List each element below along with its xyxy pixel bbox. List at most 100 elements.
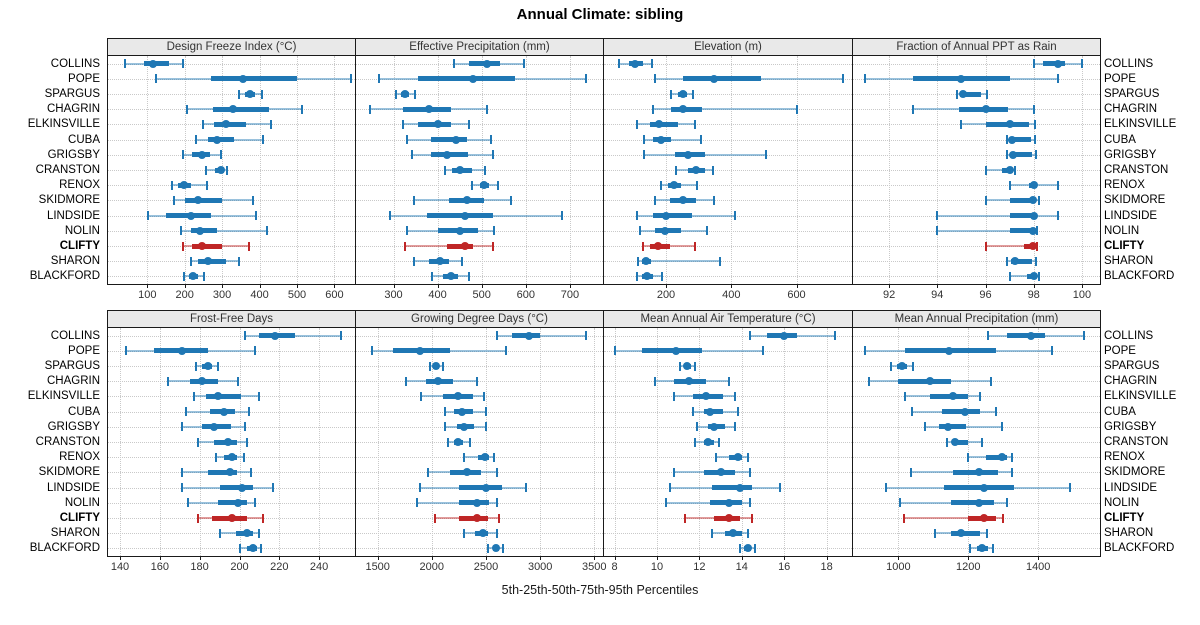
whisker-cap <box>672 467 675 477</box>
whisker-cap <box>969 543 971 553</box>
whisker-cap <box>696 180 699 190</box>
station-label-right-clifty: CLIFTY <box>1104 240 1145 252</box>
station-label-right-spargus: SPARGUS <box>1104 88 1160 100</box>
median-dot-CRANSTON <box>456 166 465 174</box>
whisker-cap <box>368 104 371 114</box>
whisker-cap <box>1000 422 1003 432</box>
median-dot-LINDSIDE <box>662 211 671 220</box>
station-label-left-spargus: SPARGUS <box>44 360 100 372</box>
whisker-cap <box>660 180 663 190</box>
row-gridline <box>853 548 1100 550</box>
whisker-cap <box>978 391 981 401</box>
whisker-CHAGRIN <box>653 108 797 111</box>
row-gridline <box>108 63 355 65</box>
whisker-cap <box>762 346 764 356</box>
station-label-right-chagrin: CHAGRIN <box>1104 375 1158 388</box>
iqr-bar-LINDSIDE <box>219 485 254 491</box>
panel-title: Fraction of Annual PPT as Rain <box>896 41 1057 53</box>
whisker-SHARON <box>637 260 721 263</box>
whisker-cap <box>642 150 645 160</box>
median-dot-ELKINSVILLE <box>654 120 663 129</box>
median-dot-CHAGRIN <box>925 377 934 386</box>
whisker-CLIFTY <box>985 245 1038 247</box>
x-tick-label: 400 <box>722 289 741 301</box>
iqr-bar-SKIDMORE <box>185 197 223 203</box>
x-tick <box>239 556 241 560</box>
x-tick <box>1081 284 1083 288</box>
whisker-cap <box>652 104 655 114</box>
whisker-cap <box>251 195 254 205</box>
whisker-cap <box>1035 256 1038 266</box>
median-dot-GRIGSBY <box>1009 150 1018 159</box>
median-dot-GRIGSBY <box>944 422 952 431</box>
whisker-cap <box>699 135 702 145</box>
whisker-cap <box>412 256 415 266</box>
median-dot-RENOX <box>733 453 742 462</box>
whisker-cap <box>301 104 304 114</box>
whisker-cap <box>262 135 265 145</box>
panel-title: Design Freeze Index (°C) <box>166 41 297 53</box>
whisker-cap <box>747 528 750 538</box>
whisker-cap <box>715 452 718 462</box>
whisker-cap <box>171 180 173 190</box>
whisker-cap <box>984 165 987 175</box>
whisker-cap <box>495 331 498 341</box>
median-dot-COLLINS <box>482 59 491 68</box>
station-label-left-elkinsville: ELKINSVILLE <box>27 390 100 403</box>
median-dot-ELKINSVILLE <box>213 392 222 401</box>
whisker-cap <box>443 407 446 417</box>
whisker-cap <box>1006 135 1009 145</box>
x-tick-label: 300 <box>384 289 403 301</box>
row-gridline <box>356 350 603 352</box>
row-gridline <box>356 396 603 398</box>
iqr-bar-CUBA <box>431 137 467 143</box>
iqr-bar-ELKINSVILLE <box>213 121 247 127</box>
whisker-cap <box>266 226 269 236</box>
whisker-cap <box>196 513 199 523</box>
whisker-cap <box>525 483 528 493</box>
iqr-bar-CHAGRIN <box>898 378 951 384</box>
whisker-NOLIN <box>416 501 497 504</box>
median-dot-SHARON <box>436 257 445 266</box>
x-tick <box>657 556 658 560</box>
whisker-cap <box>509 195 512 205</box>
median-dot-GRIGSBY <box>710 422 719 431</box>
panel-title: Growing Degree Days (°C) <box>411 313 548 325</box>
x-tick <box>898 556 900 560</box>
station-label-right-cuba: CUBA <box>1104 405 1136 418</box>
whisker-cap <box>661 271 664 281</box>
whisker-cap <box>753 543 756 553</box>
iqr-bar-ELKINSVILLE <box>205 393 242 399</box>
x-tick <box>826 556 828 560</box>
row-gridline <box>356 335 603 337</box>
whisker-cap <box>985 89 988 99</box>
station-label-left-lindside: LINDSIDE <box>46 209 100 222</box>
row-gridline <box>108 381 355 383</box>
panel-plot <box>603 327 853 557</box>
whisker-cap <box>749 498 752 508</box>
station-label-right-nolin: NOLIN <box>1104 224 1140 237</box>
x-tick <box>525 284 527 288</box>
station-label-left-pope: POPE <box>68 72 100 85</box>
median-dot-POPE <box>709 74 718 83</box>
whisker-cap <box>244 422 247 432</box>
whisker-cap <box>1033 119 1036 129</box>
x-tick-label: 400 <box>428 289 447 301</box>
station-label-right-blackford: BLACKFORD <box>1104 270 1175 283</box>
row-gridline <box>604 246 852 247</box>
row-gridline <box>108 426 355 428</box>
row-gridline <box>604 200 852 202</box>
median-dot-POPE <box>469 74 478 83</box>
whisker-cap <box>492 226 495 236</box>
median-dot-POPE <box>672 346 681 355</box>
median-dot-SHARON <box>243 529 252 538</box>
x-tick <box>784 556 786 560</box>
median-dot-POPE <box>415 346 424 355</box>
iqr-bar-NOLIN <box>217 500 248 506</box>
median-dot-COLLINS <box>1027 331 1036 340</box>
panel-title: Mean Annual Precipitation (mm) <box>894 313 1059 325</box>
whisker-cap <box>272 483 275 493</box>
panel-header: Fraction of Annual PPT as Rain <box>852 38 1101 56</box>
whisker-cap <box>406 135 409 145</box>
iqr-bar-CLIFTY <box>446 243 474 249</box>
